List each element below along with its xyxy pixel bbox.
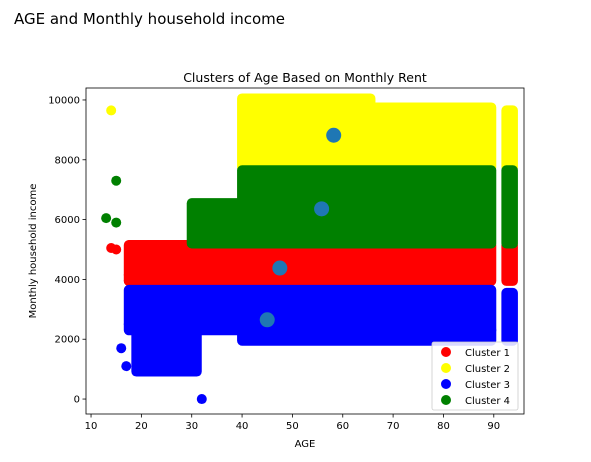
- x-tick-label: 70: [387, 421, 400, 432]
- x-tick-label: 20: [135, 421, 148, 432]
- x-tick-label: 50: [286, 421, 299, 432]
- cluster-3-point: [123, 319, 134, 330]
- data-layer: [101, 93, 518, 405]
- legend-swatch: [441, 395, 451, 405]
- legend-swatch: [441, 363, 451, 373]
- y-axis-label: Monthly household income: [28, 184, 39, 319]
- centroid-layer: [259, 127, 342, 328]
- cluster-4-point: [101, 213, 112, 224]
- page-heading: AGE and Monthly household income: [14, 10, 285, 28]
- x-tick-label: 90: [487, 421, 500, 432]
- cluster-2-point-region: [237, 93, 376, 173]
- cluster-3-point: [196, 394, 207, 405]
- cluster-4-point: [111, 217, 122, 228]
- legend-label: Cluster 4: [465, 396, 510, 407]
- cluster-1-point-region: [501, 240, 518, 286]
- plot-frame: [85, 87, 525, 415]
- x-axis-label: AGE: [295, 439, 316, 450]
- cluster-2-point-region: [501, 105, 518, 173]
- cluster-2-series: [106, 93, 518, 173]
- cluster-4-series: [101, 165, 518, 249]
- legend: Cluster 1 Cluster 2 Cluster 3 Cluster 4: [431, 341, 519, 411]
- cluster-3-series: [116, 284, 518, 405]
- cluster-2-point: [106, 105, 117, 116]
- cluster-3-point-region: [237, 325, 497, 346]
- legend-label: Cluster 3: [465, 380, 510, 391]
- cluster-3-point: [116, 343, 127, 354]
- y-tick-label: 2000: [55, 335, 80, 346]
- x-tick-label: 30: [185, 421, 198, 432]
- cluster-3-point: [121, 361, 132, 372]
- centroid-marker: [272, 260, 288, 276]
- cluster-3-point-region: [131, 325, 202, 377]
- legend-swatch: [441, 347, 451, 357]
- legend-box: [431, 341, 519, 411]
- x-tick-label: 40: [236, 421, 249, 432]
- cluster-4-point-region: [237, 165, 497, 249]
- y-tick-label: 6000: [55, 215, 80, 226]
- x-axis-ticks: 10 20 30 40 50 60 70 80 90: [85, 414, 500, 432]
- y-tick-label: 0: [74, 395, 80, 406]
- y-tick-label: 10000: [48, 95, 80, 106]
- legend-label: Cluster 1: [465, 348, 510, 359]
- centroid-marker: [259, 312, 275, 328]
- chart-title: Clusters of Age Based on Monthly Rent: [183, 70, 427, 85]
- x-tick-label: 80: [437, 421, 450, 432]
- cluster-1-point-region: [123, 240, 497, 286]
- x-tick-label: 60: [336, 421, 349, 432]
- cluster-4-point-region: [501, 165, 518, 249]
- cluster-1-series: [106, 240, 518, 286]
- centroid-marker: [314, 201, 330, 217]
- legend-swatch: [441, 379, 451, 389]
- x-tick-label: 10: [85, 421, 98, 432]
- cluster-1-point: [111, 244, 122, 255]
- y-tick-label: 8000: [55, 155, 80, 166]
- y-axis-ticks: 0 2000 4000 6000 8000 10000: [48, 95, 86, 406]
- cluster-1-point: [123, 275, 134, 286]
- y-tick-label: 4000: [55, 275, 80, 286]
- cluster-3-point-region: [501, 287, 518, 346]
- cluster-2-point-region: [365, 102, 497, 173]
- centroid-marker: [326, 127, 342, 143]
- cluster-3-point-region: [123, 284, 497, 336]
- legend-label: Cluster 2: [465, 364, 510, 375]
- cluster-4-point: [111, 175, 122, 186]
- cluster-4-point-region: [186, 198, 248, 249]
